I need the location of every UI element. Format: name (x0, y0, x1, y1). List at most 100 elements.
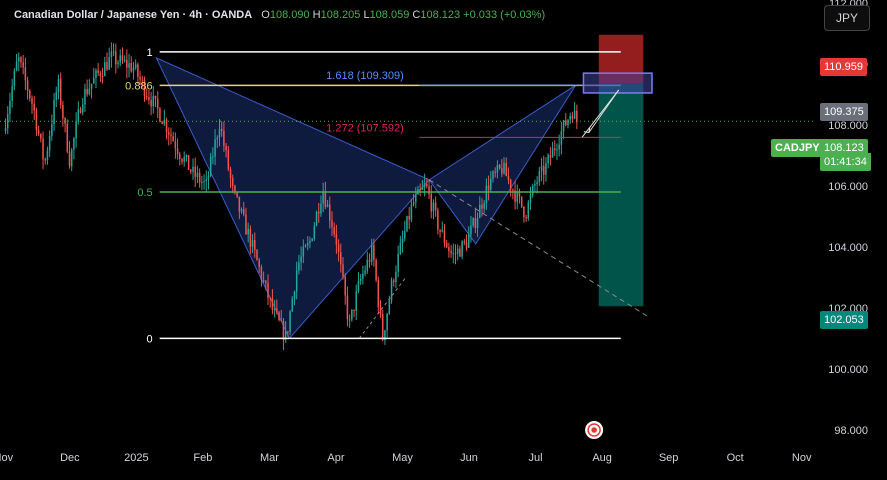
candle-body (214, 139, 216, 157)
candle-body (9, 100, 11, 114)
candle-body (456, 248, 459, 254)
time-tick-label: Feb (193, 452, 212, 464)
candle-body (84, 88, 86, 105)
candle-body (434, 202, 437, 211)
candle-body (454, 253, 457, 255)
candle-body (15, 61, 18, 71)
candle-body (66, 123, 69, 152)
candle-body (256, 250, 258, 261)
candle-body (472, 218, 474, 226)
candle-body (573, 110, 576, 119)
candle-body (322, 192, 324, 204)
candle-body (225, 145, 227, 151)
candle-body (545, 163, 547, 175)
candle-body (483, 203, 485, 209)
candle-body (324, 192, 327, 208)
candle-body (108, 57, 110, 70)
candle-body (492, 171, 494, 179)
candle-body (375, 259, 377, 280)
candle-body (236, 191, 238, 197)
candle-body (538, 171, 541, 183)
candle-body (547, 155, 549, 164)
candle-body (302, 246, 305, 257)
candle-body (73, 138, 75, 150)
candle-body (494, 171, 496, 173)
candle-body (260, 266, 263, 281)
candle-body (467, 234, 470, 248)
candle-body (576, 110, 578, 123)
candle-body (106, 62, 108, 70)
candle-body (37, 130, 40, 134)
candle-body (518, 191, 521, 197)
candle-body (227, 150, 230, 170)
candle-body (304, 245, 307, 247)
candle-body (163, 119, 166, 125)
candle-body (463, 241, 466, 243)
candle-body (514, 190, 516, 202)
candle-body (112, 51, 115, 53)
time-tick-label: Nov (0, 452, 14, 464)
candle-body (355, 291, 358, 311)
candle-body (179, 154, 181, 159)
extension-level-label: 1.272 (107.592) (326, 122, 404, 134)
take-profit-tag: 102.053 (820, 311, 868, 329)
time-tick-label: Mar (260, 452, 279, 464)
candle-body (249, 228, 252, 247)
candle-body (443, 230, 446, 243)
candle-body (183, 157, 185, 162)
event-marker-dot (591, 427, 597, 433)
candle-body (68, 151, 71, 167)
candle-body (390, 280, 393, 301)
candle-body (529, 194, 532, 203)
candle-body (170, 134, 172, 137)
candle-body (412, 202, 415, 205)
time-tick-label: Sep (659, 452, 679, 464)
candle-body (265, 280, 267, 283)
candle-body (560, 131, 563, 145)
candle-body (62, 104, 64, 119)
candle-body (104, 62, 106, 77)
candle-body (258, 260, 260, 267)
candle-body (40, 133, 42, 139)
candle-body (267, 282, 269, 298)
candle-body (117, 62, 119, 65)
candle-body (97, 70, 99, 73)
target-level-tag: 109.375 (820, 103, 868, 121)
candle-body (373, 244, 375, 260)
candle-body (386, 313, 388, 331)
candle-body (549, 155, 552, 158)
candle-body (59, 78, 62, 105)
candle-body (121, 55, 124, 61)
candle-body (119, 55, 122, 63)
candle-body (536, 182, 538, 185)
candle-body (242, 209, 245, 215)
candle-body (88, 88, 91, 95)
time-tick-label: Jul (529, 452, 543, 464)
candle-body (432, 202, 435, 212)
entry-zone-box (582, 72, 653, 94)
candle-body (273, 308, 276, 310)
candle-body (317, 211, 320, 214)
candle-body (289, 311, 291, 332)
candle-body (185, 154, 188, 158)
open-value: 108.090 (269, 9, 310, 21)
candle-body (485, 185, 488, 204)
symbol-title: Canadian Dollar / Japanese Yen · 4h · OA… (14, 9, 253, 21)
candle-body (362, 273, 364, 279)
candle-body (229, 169, 232, 179)
candle-body (364, 270, 366, 274)
candle-body (81, 104, 84, 113)
candle-body (525, 217, 527, 219)
candle-body (565, 120, 567, 126)
candle-body (137, 64, 139, 77)
candle-body (505, 162, 508, 177)
candle-body (359, 278, 362, 281)
candle-body (542, 165, 545, 175)
candle-body (507, 176, 510, 180)
currency-button[interactable]: JPY (824, 5, 870, 31)
candle-body (35, 110, 38, 131)
candle-body (441, 230, 444, 232)
candle-body (254, 240, 256, 251)
candle-body (77, 109, 80, 122)
